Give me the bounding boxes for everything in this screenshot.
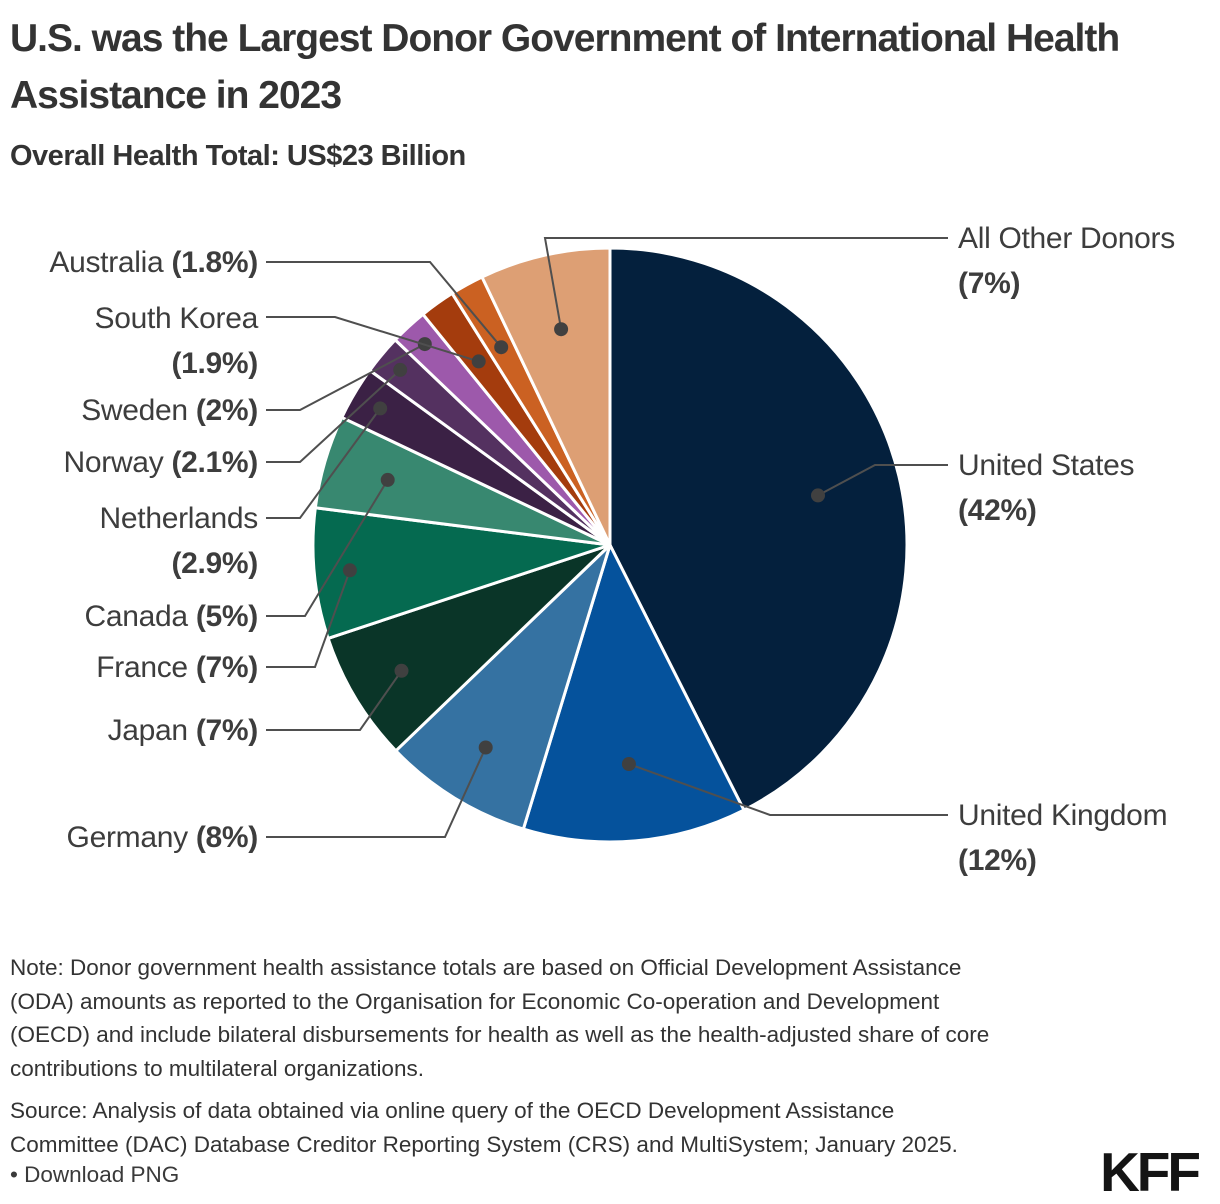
slice-label-percent: (2%) xyxy=(195,394,258,427)
slice-label-name: Germany xyxy=(66,821,189,854)
download-png-link[interactable]: Download PNG xyxy=(24,1162,180,1187)
slice-label-name: Japan xyxy=(107,714,189,747)
leader-line-france xyxy=(266,569,351,668)
slice-label-name: United Kingdom xyxy=(958,799,1168,832)
chart-subtitle: Overall Health Total: US$23 Billion xyxy=(10,140,466,172)
leader-dot-canada xyxy=(380,472,395,487)
slice-label-percent: (8%) xyxy=(195,821,258,854)
slice-label-name: South Korea xyxy=(94,302,259,335)
leader-dot-japan xyxy=(394,663,409,678)
slice-label-name: Sweden xyxy=(81,394,188,427)
chart-title: U.S. was the Largest Donor Government of… xyxy=(10,17,1120,117)
leader-line-all-other-donors xyxy=(543,237,948,330)
slice-label-layer: United States (42%) United Kingdom (12%) Ger… xyxy=(49,216,1175,883)
slice-label-france: France (7%) xyxy=(96,645,258,690)
slice-label-united-kingdom: United Kingdom (12%) xyxy=(958,793,1168,883)
leader-dot-south-korea xyxy=(471,354,486,369)
slice-label-percent: (12%) xyxy=(958,844,1037,877)
slice-label-percent: (42%) xyxy=(958,494,1037,527)
slice-label-name: France xyxy=(96,651,188,684)
slice-label-percent: (1.9%) xyxy=(171,347,258,380)
slice-label-canada: Canada (5%) xyxy=(84,594,259,639)
slice-label-name: Canada xyxy=(84,600,189,633)
leader-dot-united-kingdom xyxy=(621,757,636,771)
kff-logo: KFF xyxy=(1100,1141,1201,1203)
slice-label-name: Norway xyxy=(63,446,164,479)
slice-label-percent: (7%) xyxy=(195,651,258,684)
pie-slices xyxy=(311,246,909,844)
leader-line-norway xyxy=(266,369,401,463)
slice-label-sweden: Sweden (2%) xyxy=(81,388,258,433)
slice-label-percent: (5%) xyxy=(195,600,258,633)
leader-line-sweden xyxy=(266,343,426,411)
slice-label-south-korea: South Korea (1.9%) xyxy=(95,296,259,386)
slice-label-name: All Other Donors xyxy=(958,222,1175,255)
bullet-icon: • xyxy=(10,1162,18,1187)
download-row: • Download PNG xyxy=(10,1158,179,1192)
leader-line-germany xyxy=(266,747,487,838)
slice-label-name: Netherlands xyxy=(99,502,259,535)
slice-label-percent: (2.1%) xyxy=(171,446,258,479)
leader-line-netherlands xyxy=(266,407,382,519)
leader-dot-netherlands xyxy=(373,401,388,416)
leader-line-japan xyxy=(266,670,403,731)
slice-label-japan: Japan (7%) xyxy=(107,708,259,753)
pie-slice-japan[interactable] xyxy=(326,543,612,753)
source-text: Source: Analysis of data obtained via on… xyxy=(10,1098,958,1157)
leader-line-united-kingdom xyxy=(628,763,948,816)
note-text: Note: Donor government health assistance… xyxy=(10,955,990,1081)
pie-chart xyxy=(266,237,948,844)
leader-dot-all-other-donors xyxy=(554,322,569,337)
leader-line-australia xyxy=(266,261,502,348)
leader-line-united-states xyxy=(817,464,948,497)
leader-dot-norway xyxy=(393,362,408,377)
slice-label-name: Australia xyxy=(49,246,164,279)
slice-label-netherlands: Netherlands (2.9%) xyxy=(99,496,259,586)
slice-label-percent: (2.9%) xyxy=(171,547,258,580)
slice-label-name: United States xyxy=(958,449,1135,482)
slice-label-united-states: United States (42%) xyxy=(958,443,1135,533)
pie-slice-united-kingdom[interactable] xyxy=(521,543,746,844)
leader-dot-germany xyxy=(478,740,493,755)
pie-slice-germany[interactable] xyxy=(394,543,612,831)
pie-slice-united-states[interactable] xyxy=(608,246,909,812)
leader-dot-france xyxy=(342,563,357,578)
slice-label-percent: (1.8%) xyxy=(171,246,258,279)
leader-line-south-korea xyxy=(266,316,479,363)
leader-line-canada xyxy=(266,479,389,617)
slice-label-percent: (7%) xyxy=(195,714,258,747)
slice-label-norway: Norway (2.1%) xyxy=(64,440,259,485)
leader-dot-australia xyxy=(494,340,509,355)
slice-label-germany: Germany (8%) xyxy=(66,815,259,860)
slice-label-all-other-donors: All Other Donors (7%) xyxy=(958,216,1175,306)
leader-lines xyxy=(266,237,948,838)
leader-dot-united-states xyxy=(811,488,825,503)
slice-label-australia: Australia (1.8%) xyxy=(49,240,258,285)
pie-slice-all-other-donors[interactable] xyxy=(480,246,612,547)
slice-label-percent: (7%) xyxy=(958,267,1021,300)
